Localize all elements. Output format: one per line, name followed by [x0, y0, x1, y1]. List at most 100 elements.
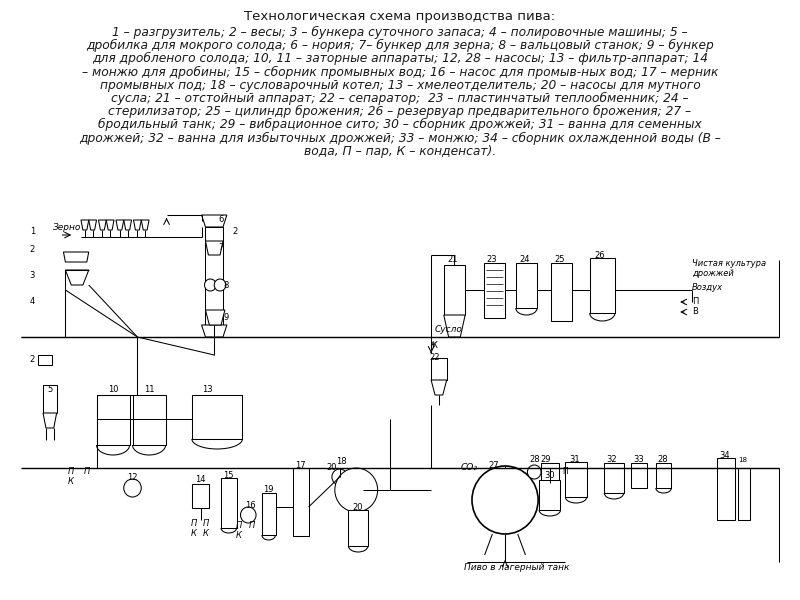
Text: 1 – разгрузитель; 2 – весы; 3 – бункера суточного запаса; 4 – полировочные машин: 1 – разгрузитель; 2 – весы; 3 – бункера … — [112, 26, 688, 39]
Polygon shape — [66, 270, 89, 285]
Text: К: К — [202, 529, 209, 539]
Circle shape — [241, 507, 256, 523]
Text: для дробленого солода; 10, 11 – заторные аппараты; 12, 28 – насосы; 13 – фильтр-: для дробленого солода; 10, 11 – заторные… — [92, 52, 708, 65]
Bar — [133, 395, 166, 445]
Bar — [43, 385, 57, 413]
Text: 21: 21 — [447, 256, 458, 265]
Bar — [541, 463, 558, 483]
Polygon shape — [206, 241, 223, 255]
Text: 29: 29 — [541, 455, 551, 464]
Text: П: П — [692, 298, 698, 307]
Bar — [590, 258, 615, 313]
Text: 31: 31 — [570, 455, 580, 464]
Text: 28: 28 — [658, 455, 668, 464]
Text: 13: 13 — [202, 385, 213, 395]
Circle shape — [205, 279, 216, 291]
Text: 3: 3 — [30, 271, 35, 280]
Bar — [192, 395, 242, 439]
Text: 20: 20 — [326, 463, 337, 473]
Text: 6: 6 — [218, 215, 224, 224]
Text: 23: 23 — [486, 256, 497, 265]
Text: К: К — [431, 342, 436, 348]
Bar — [431, 358, 446, 380]
Text: 17: 17 — [295, 461, 306, 469]
Text: К: К — [431, 340, 437, 349]
Polygon shape — [63, 252, 89, 262]
Text: В: В — [692, 307, 698, 317]
Polygon shape — [98, 220, 106, 230]
Polygon shape — [142, 220, 149, 230]
Text: вода, П – пар, К – конденсат).: вода, П – пар, К – конденсат). — [304, 145, 496, 158]
Circle shape — [335, 468, 378, 512]
Text: дрожжей; 32 – ванна для избыточных дрожжей; 33 – монжю; 34 – сборник охлажденной: дрожжей; 32 – ванна для избыточных дрожж… — [79, 131, 721, 145]
Circle shape — [472, 466, 538, 534]
Text: 25: 25 — [554, 256, 565, 265]
Text: К: К — [235, 530, 242, 539]
Text: 12: 12 — [127, 473, 138, 482]
Text: дрожжей: дрожжей — [692, 269, 734, 277]
Bar — [38, 355, 52, 365]
Text: К: К — [68, 478, 74, 487]
Polygon shape — [106, 220, 114, 230]
Text: 33: 33 — [633, 455, 644, 464]
Text: 26: 26 — [594, 251, 605, 259]
Bar — [516, 263, 537, 308]
Text: Чистая культура: Чистая культура — [692, 259, 766, 268]
Bar — [206, 227, 223, 325]
Text: П: П — [562, 467, 568, 476]
Polygon shape — [206, 310, 225, 325]
Text: П: П — [84, 467, 90, 476]
Bar — [293, 468, 309, 536]
Text: П: П — [202, 520, 209, 529]
Bar — [484, 263, 505, 318]
Text: 8: 8 — [223, 280, 229, 289]
Polygon shape — [431, 380, 446, 395]
Bar — [566, 462, 586, 497]
Text: К: К — [190, 529, 197, 539]
Bar — [604, 463, 624, 493]
Text: Пиво в лагерный танк: Пиво в лагерный танк — [464, 563, 570, 571]
Text: П: П — [235, 520, 242, 529]
Text: 18: 18 — [738, 457, 747, 463]
Text: промывных под; 18 – сусловарочный котел; 13 – хмелеотделитель; 20 – насосы для м: промывных под; 18 – сусловарочный котел;… — [100, 79, 700, 92]
Bar — [738, 468, 750, 520]
Text: стерилизатор; 25 – цилиндр брожения; 26 – резервуар предварительного брожения; 2: стерилизатор; 25 – цилиндр брожения; 26 … — [109, 105, 691, 118]
Text: 1: 1 — [30, 227, 35, 236]
Text: 4: 4 — [30, 298, 35, 307]
Polygon shape — [43, 413, 57, 428]
Text: CO₂: CO₂ — [460, 463, 478, 473]
Text: 16: 16 — [245, 500, 255, 509]
Text: 19: 19 — [263, 485, 274, 494]
Bar — [717, 458, 734, 520]
Bar — [550, 263, 572, 321]
Text: 7: 7 — [218, 244, 224, 253]
Bar — [349, 510, 368, 546]
Text: Технологическая схема производства пива:: Технологическая схема производства пива: — [245, 10, 555, 23]
Text: П: П — [249, 520, 255, 529]
Text: 5: 5 — [47, 385, 53, 395]
Text: 28: 28 — [529, 455, 539, 464]
Text: 14: 14 — [195, 475, 206, 485]
Text: 20: 20 — [352, 503, 362, 511]
Text: сусла; 21 – отстойный аппарат; 22 – сепаратор;  23 – пластинчатый теплообменник;: сусла; 21 – отстойный аппарат; 22 – сепа… — [111, 92, 689, 105]
Polygon shape — [134, 220, 142, 230]
Bar — [631, 463, 647, 488]
Polygon shape — [444, 315, 465, 337]
Text: Сусло: Сусло — [435, 325, 463, 335]
Polygon shape — [81, 220, 89, 230]
Circle shape — [332, 469, 347, 485]
Text: 34: 34 — [719, 451, 730, 460]
Text: 32: 32 — [606, 455, 618, 464]
Circle shape — [527, 465, 541, 479]
Text: – монжю для дробины; 15 – сборник промывных вод; 16 – насос для промыв-ных вод; : – монжю для дробины; 15 – сборник промыв… — [82, 65, 718, 79]
Text: П: П — [190, 520, 197, 529]
Text: 2: 2 — [30, 245, 35, 254]
Text: Воздух: Воздух — [692, 283, 723, 292]
Polygon shape — [89, 220, 97, 230]
Bar — [444, 265, 465, 315]
Text: 9: 9 — [223, 313, 229, 322]
Text: П: П — [68, 467, 74, 476]
Circle shape — [124, 479, 142, 497]
Bar — [262, 493, 275, 535]
Text: 2: 2 — [232, 227, 238, 236]
